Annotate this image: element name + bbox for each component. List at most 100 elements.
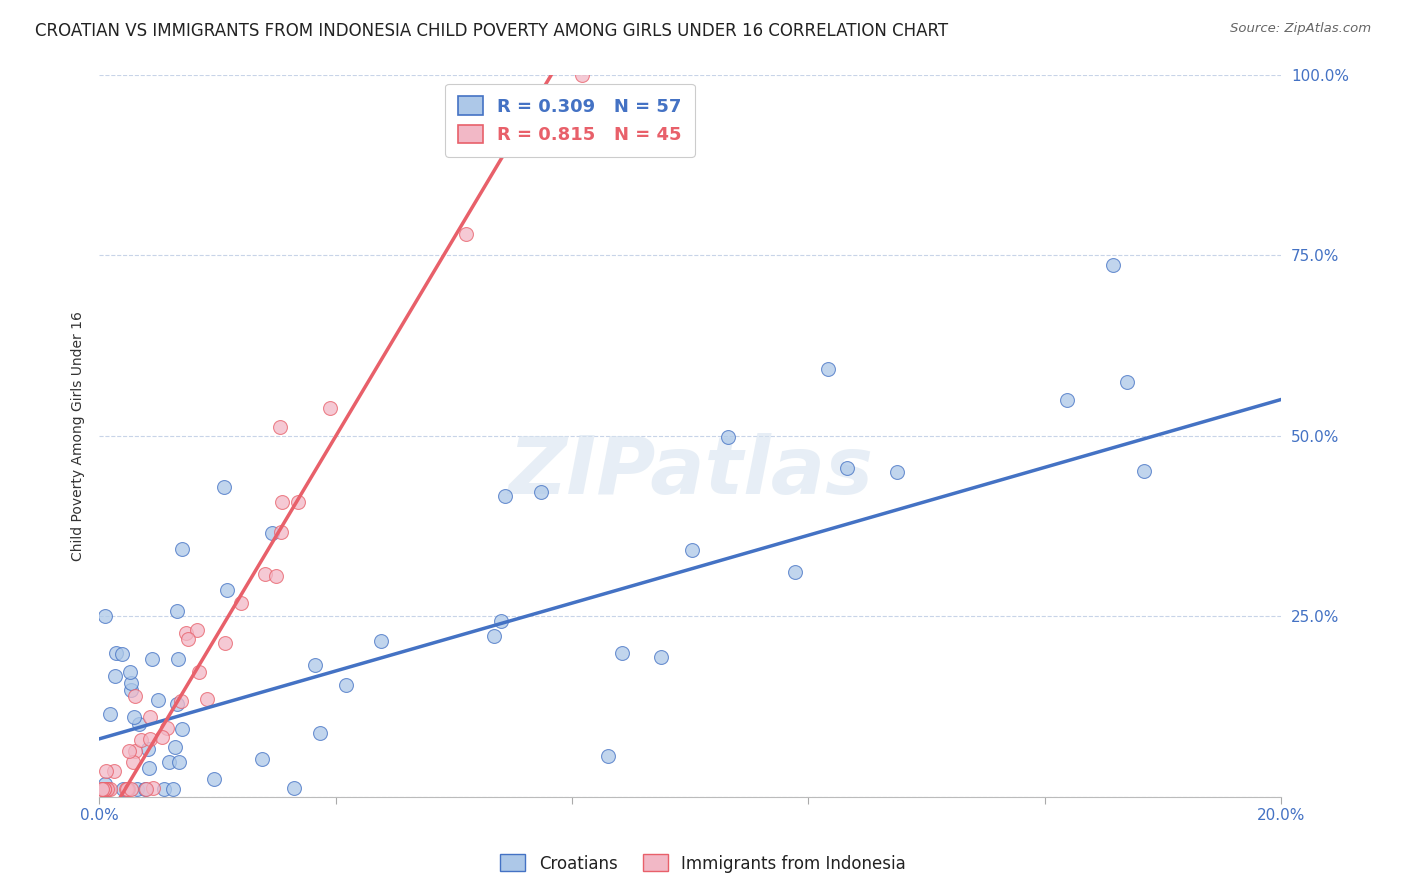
- Point: [153, 782, 176, 797]
- Point: [250, 752, 273, 766]
- Point: [117, 744, 139, 758]
- Point: [596, 748, 619, 763]
- Point: [141, 652, 163, 666]
- Point: [886, 465, 908, 479]
- Point: [217, 583, 239, 598]
- Point: [122, 755, 145, 769]
- Point: [96, 782, 118, 797]
- Point: [163, 740, 186, 755]
- Point: [94, 777, 117, 791]
- Point: [138, 742, 160, 756]
- Point: [122, 710, 145, 724]
- Point: [134, 782, 156, 797]
- Point: [91, 782, 114, 797]
- Point: [489, 615, 512, 629]
- Point: [162, 782, 184, 797]
- Point: [494, 489, 516, 503]
- Point: [103, 764, 125, 778]
- Point: [270, 524, 292, 539]
- Point: [188, 665, 211, 679]
- Point: [93, 782, 115, 797]
- Point: [370, 634, 392, 648]
- Point: [195, 692, 218, 706]
- Point: [309, 725, 332, 739]
- Legend: Croatians, Immigrants from Indonesia: Croatians, Immigrants from Indonesia: [494, 847, 912, 880]
- Point: [94, 782, 117, 797]
- Point: [170, 694, 193, 708]
- Point: [269, 419, 291, 434]
- Point: [150, 730, 173, 744]
- Point: [124, 744, 146, 758]
- Point: [571, 68, 593, 82]
- Point: [837, 461, 859, 475]
- Point: [717, 430, 740, 444]
- Point: [650, 649, 672, 664]
- Point: [94, 782, 117, 797]
- Point: [214, 636, 236, 650]
- Point: [287, 495, 309, 509]
- Point: [170, 723, 193, 737]
- Text: Source: ZipAtlas.com: Source: ZipAtlas.com: [1230, 22, 1371, 36]
- Point: [135, 782, 157, 797]
- Point: [503, 139, 526, 153]
- Point: [186, 623, 208, 637]
- Point: [817, 362, 839, 376]
- Point: [131, 733, 153, 747]
- Point: [1056, 392, 1078, 407]
- Point: [174, 625, 197, 640]
- Point: [212, 480, 235, 494]
- Point: [166, 604, 188, 618]
- Point: [177, 632, 200, 646]
- Point: [120, 782, 142, 797]
- Point: [100, 707, 122, 722]
- Point: [96, 782, 118, 797]
- Point: [260, 526, 283, 541]
- Point: [319, 401, 342, 416]
- Point: [283, 781, 305, 796]
- Point: [264, 569, 287, 583]
- Point: [104, 646, 127, 660]
- Point: [124, 690, 146, 704]
- Point: [454, 227, 477, 241]
- Point: [1102, 258, 1125, 272]
- Point: [91, 782, 114, 797]
- Point: [157, 755, 180, 769]
- Point: [127, 782, 149, 797]
- Point: [148, 692, 170, 706]
- Point: [110, 647, 132, 661]
- Point: [120, 683, 142, 698]
- Point: [118, 665, 141, 679]
- Point: [94, 782, 117, 797]
- Point: [202, 772, 225, 787]
- Point: [270, 495, 292, 509]
- Point: [1116, 375, 1139, 389]
- Point: [610, 646, 633, 660]
- Text: ZIPatlas: ZIPatlas: [508, 433, 873, 511]
- Point: [138, 710, 160, 724]
- Point: [783, 565, 806, 579]
- Point: [229, 596, 252, 610]
- Y-axis label: Child Poverty Among Girls Under 16: Child Poverty Among Girls Under 16: [72, 310, 86, 560]
- Point: [482, 628, 505, 642]
- Point: [138, 761, 160, 775]
- Point: [94, 764, 117, 778]
- Point: [335, 678, 357, 692]
- Point: [138, 731, 160, 746]
- Point: [117, 782, 139, 797]
- Legend: R = 0.309   N = 57, R = 0.815   N = 45: R = 0.309 N = 57, R = 0.815 N = 45: [446, 84, 695, 157]
- Point: [91, 782, 114, 797]
- Point: [530, 484, 553, 499]
- Point: [172, 542, 194, 557]
- Point: [94, 608, 117, 623]
- Point: [115, 782, 138, 797]
- Point: [304, 658, 326, 673]
- Point: [104, 668, 127, 682]
- Point: [93, 782, 115, 797]
- Point: [167, 755, 190, 769]
- Point: [120, 676, 142, 690]
- Point: [97, 782, 120, 797]
- Text: CROATIAN VS IMMIGRANTS FROM INDONESIA CHILD POVERTY AMONG GIRLS UNDER 16 CORRELA: CROATIAN VS IMMIGRANTS FROM INDONESIA CH…: [35, 22, 948, 40]
- Point: [156, 721, 179, 735]
- Point: [111, 782, 134, 797]
- Point: [166, 697, 188, 711]
